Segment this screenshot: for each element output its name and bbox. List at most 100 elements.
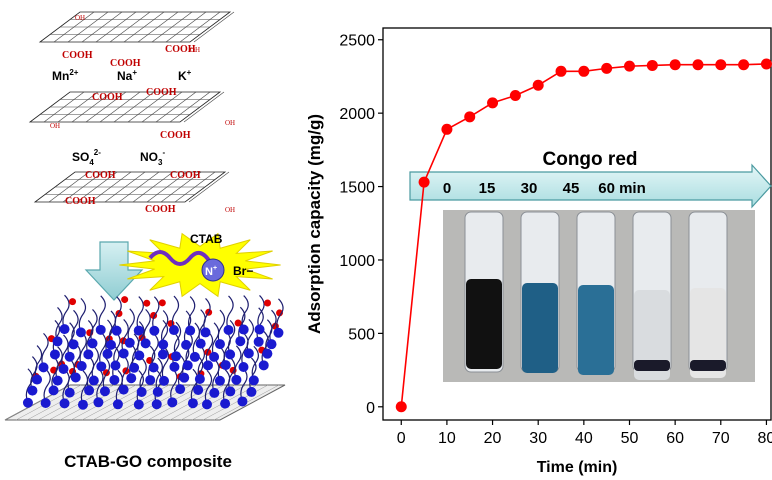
ctab-head	[220, 399, 230, 409]
ctab-head	[190, 352, 200, 362]
ctab-head	[158, 339, 168, 349]
ctab-head	[237, 396, 247, 406]
inset-time-label: 30	[521, 180, 538, 197]
ion-label: K+	[178, 68, 192, 83]
ctab-chain	[179, 355, 185, 389]
ctab-head	[112, 326, 122, 336]
ctab-head	[134, 326, 144, 336]
surfactant-label: CTAB	[190, 232, 223, 246]
y-tick-label: 500	[348, 326, 375, 343]
ctab-head	[215, 339, 225, 349]
ion-sup: 2-	[94, 148, 101, 157]
ctab-head	[262, 349, 272, 359]
data-point	[715, 59, 726, 70]
ion-sup: +	[187, 68, 192, 77]
ctab-head	[149, 362, 159, 372]
ctab-head	[185, 326, 195, 336]
ctab-head	[106, 340, 116, 350]
tube-liquid	[466, 279, 502, 369]
ctab-head	[181, 340, 191, 350]
ctab-head	[53, 336, 63, 346]
x-tick-label: 70	[712, 430, 730, 447]
ctab-head	[231, 375, 241, 385]
ctab-head	[141, 338, 151, 348]
ion-label: Mn2+	[52, 68, 79, 83]
group-label: OH	[190, 46, 200, 54]
ctab-head	[224, 325, 234, 335]
ctab-head	[255, 324, 265, 334]
ion-base: SO	[72, 150, 89, 164]
ctab-head	[53, 376, 63, 386]
inset-time-label: 15	[479, 180, 496, 197]
ctab-head	[126, 373, 136, 383]
bromide	[69, 298, 76, 305]
x-tick-label: 40	[575, 430, 593, 447]
ctab-head	[134, 351, 144, 361]
group-label: OH	[225, 119, 235, 127]
ctab-head	[152, 399, 162, 409]
ctab-head	[249, 375, 259, 385]
ctab-chain	[42, 333, 48, 367]
inset: Congo red015304560 min	[410, 149, 771, 382]
data-point	[738, 59, 749, 70]
ctab-head	[203, 360, 213, 370]
ctab-chain	[242, 296, 248, 330]
data-point	[578, 66, 589, 77]
ctab-head	[167, 397, 177, 407]
tube-liquid	[522, 283, 558, 373]
ctab-head	[89, 375, 99, 385]
ctab-head	[77, 361, 87, 371]
ctab-head	[209, 352, 219, 362]
y-tick-label: 1000	[339, 253, 375, 270]
ctab-head	[88, 338, 98, 348]
data-point	[624, 61, 635, 72]
data-point	[647, 60, 658, 71]
ion-sup: +	[132, 68, 137, 77]
inset-time-label: 0	[443, 180, 451, 197]
ctab-head	[103, 349, 113, 359]
ion-base: K	[178, 69, 187, 83]
ctab-head	[58, 364, 68, 374]
ctab-head	[225, 386, 235, 396]
inset-time-label: 45	[563, 180, 580, 197]
ctab-head	[238, 362, 248, 372]
sediment	[690, 360, 726, 371]
x-tick-label: 10	[438, 430, 456, 447]
group-label: COOH	[92, 92, 123, 103]
ctab-head	[60, 324, 70, 334]
cation-base: N	[205, 266, 213, 278]
ctab-head	[137, 387, 147, 397]
anion-label: Br−	[233, 264, 253, 278]
ctab-head	[119, 348, 129, 358]
x-tick-label: 60	[666, 430, 684, 447]
ctab-head	[179, 373, 189, 383]
graphical-abstract: COOHCOOHCOOHCOOHCOOHCOOHCOOHCOOHCOOHCOOH…	[0, 0, 772, 480]
ctab-head	[76, 327, 86, 337]
y-axis-title: Adsorption capacity (mg/g)	[305, 114, 324, 334]
ctab-head	[134, 400, 144, 410]
ctab-head	[27, 386, 37, 396]
ctab-chain	[63, 295, 69, 329]
data-point	[761, 58, 772, 69]
ctab-head	[41, 398, 51, 408]
ctab-head	[244, 348, 254, 358]
ctab-head	[195, 374, 205, 384]
ctab-head	[65, 352, 75, 362]
ctab-head	[39, 362, 49, 372]
ctab-head	[69, 339, 79, 349]
ctab-head	[215, 376, 225, 386]
ctab-head	[183, 360, 193, 370]
data-point	[510, 90, 521, 101]
ion-base: Na	[117, 69, 133, 83]
ctab-head	[65, 388, 75, 398]
y-tick-label: 1500	[339, 180, 375, 197]
bromide	[143, 300, 150, 307]
group-label: COOH	[65, 196, 96, 207]
ctab-chain	[224, 331, 230, 365]
ctab-head	[100, 386, 110, 396]
group-label: OH	[50, 122, 60, 130]
y-tick-label: 0	[366, 400, 375, 417]
ctab-head	[119, 385, 129, 395]
ctab-chain	[122, 319, 128, 353]
